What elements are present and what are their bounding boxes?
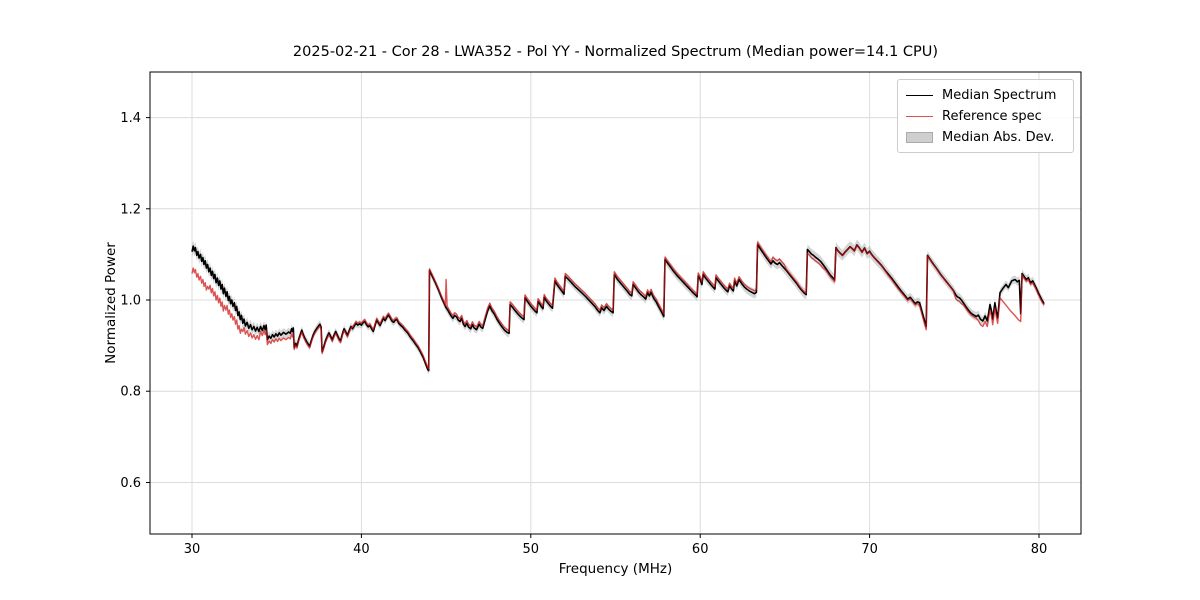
y-axis-label: Normalized Power bbox=[103, 242, 119, 364]
legend-item-median-abs-dev: Median Abs. Dev. bbox=[906, 128, 1065, 146]
y-tick-labels: 0.6 0.8 1.0 1.2 1.4 bbox=[120, 111, 141, 491]
svg-text:0.6: 0.6 bbox=[120, 476, 141, 491]
median-abs-dev-band bbox=[192, 239, 1045, 375]
median-spectrum-line bbox=[191, 243, 1045, 372]
legend-label: Reference spec bbox=[942, 108, 1042, 124]
median-spectrum-line-swatch bbox=[906, 94, 933, 96]
svg-text:1.2: 1.2 bbox=[120, 202, 141, 217]
svg-text:70: 70 bbox=[861, 542, 878, 557]
legend: Median Spectrum Reference spec Median Ab… bbox=[897, 79, 1074, 153]
reference-spec-line-swatch bbox=[906, 115, 933, 117]
svg-text:40: 40 bbox=[353, 542, 370, 557]
svg-text:50: 50 bbox=[523, 542, 540, 557]
plot-border bbox=[149, 71, 1082, 535]
svg-text:0.8: 0.8 bbox=[120, 385, 141, 400]
legend-item-reference-spec: Reference spec bbox=[906, 107, 1065, 125]
svg-text:1.0: 1.0 bbox=[120, 294, 141, 309]
median-abs-dev-patch-swatch bbox=[906, 131, 933, 143]
chart-title: 2025-02-21 - Cor 28 - LWA352 - Pol YY - … bbox=[292, 44, 939, 60]
svg-text:30: 30 bbox=[184, 542, 201, 557]
axis-ticks bbox=[146, 117, 1040, 538]
svg-text:60: 60 bbox=[692, 542, 709, 557]
x-axis-label: Frequency (MHz) bbox=[558, 561, 673, 577]
legend-label: Median Spectrum bbox=[942, 87, 1057, 103]
svg-text:1.4: 1.4 bbox=[120, 111, 141, 126]
reference-spec-line bbox=[191, 241, 1045, 370]
x-tick-labels: 30 40 50 60 70 80 bbox=[184, 542, 1048, 557]
svg-text:80: 80 bbox=[1031, 542, 1048, 557]
legend-item-median-spectrum: Median Spectrum bbox=[906, 86, 1065, 104]
legend-label: Median Abs. Dev. bbox=[942, 129, 1055, 145]
